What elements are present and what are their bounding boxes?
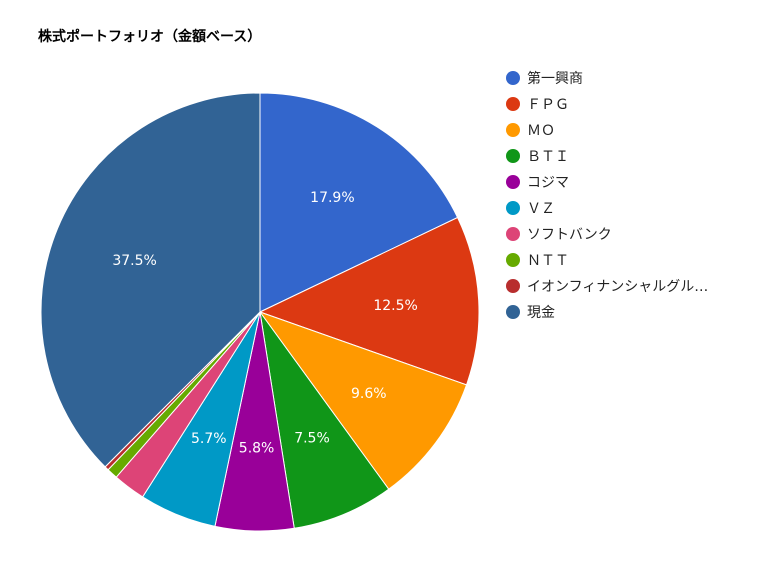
pie-slice-4[interactable]	[259, 311, 390, 529]
legend-label-8[interactable]: ＮＴＴ	[527, 253, 569, 269]
pie-slice-10[interactable]	[40, 92, 261, 468]
legend-label-3[interactable]: ＭＯ	[527, 123, 555, 139]
legend-marker-9	[506, 279, 520, 293]
legend-marker-8	[506, 253, 520, 267]
legend-marker-1	[506, 71, 520, 85]
legend-marker-6	[506, 201, 520, 215]
slice-label-5: 5.8%	[239, 441, 275, 457]
pie-slice-3[interactable]	[258, 310, 468, 490]
slice-label-1: 17.9%	[310, 190, 354, 206]
legend-label-10[interactable]: 現金	[527, 305, 555, 321]
legend-label-1[interactable]: 第一興商	[527, 70, 583, 87]
slice-label-4: 7.5%	[294, 430, 330, 446]
legend-marker-10	[506, 305, 520, 319]
legend-marker-3	[506, 123, 520, 137]
chart-title: 株式ポートフォリオ（金額ベース）	[38, 28, 261, 45]
slice-label-2: 12.5%	[373, 298, 417, 314]
pie-slice-1[interactable]	[259, 92, 459, 313]
slice-label-10: 37.5%	[112, 253, 156, 269]
slice-label-3: 9.6%	[351, 386, 387, 402]
legend-marker-5	[506, 175, 520, 189]
legend-label-6[interactable]: ＶＺ	[527, 201, 555, 217]
legend-label-4[interactable]: ＢＴＩ	[527, 149, 569, 165]
legend-marker-4	[506, 149, 520, 163]
legend-marker-2	[506, 97, 520, 111]
legend-label-7[interactable]: ソフトバンク	[527, 227, 612, 243]
slice-labels: 17.9% 12.5% 9.6% 7.5% 5.8% 5.7% 37.5%	[112, 190, 417, 457]
legend-label-9[interactable]: イオンフィナンシャルグル…	[527, 279, 708, 295]
legend: 第一興商 ＦＰＧ ＭＯ ＢＴＩ コジマ ＶＺ ソフトバンク ＮＴＴ イオンフィナンシャルグル… 現…	[506, 70, 708, 321]
legend-label-2[interactable]: ＦＰＧ	[527, 97, 569, 113]
pie-slices	[40, 92, 480, 532]
legend-marker-7	[506, 227, 520, 241]
pie-slice-2[interactable]	[258, 216, 480, 386]
legend-label-5[interactable]: コジマ	[527, 175, 569, 191]
slice-label-6: 5.7%	[191, 431, 227, 447]
